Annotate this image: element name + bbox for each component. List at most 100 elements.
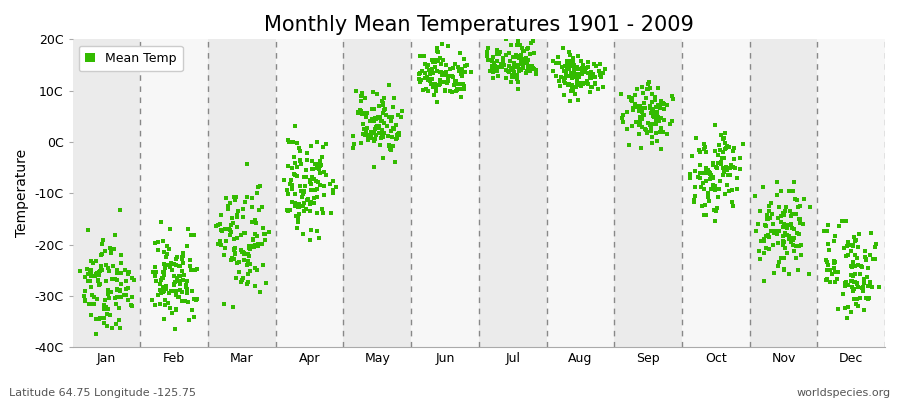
Point [178,298,193,304]
Point [438,78,453,85]
Point [228,250,242,256]
Point [452,68,466,74]
Point [296,231,310,238]
Text: Latitude 64.75 Longitude -125.75: Latitude 64.75 Longitude -125.75 [9,388,196,398]
Point [757,278,771,284]
Point [485,58,500,64]
Point [104,250,118,256]
Point [773,188,788,194]
Point [622,141,636,148]
Point [633,114,647,120]
Point [249,220,264,226]
Point [172,263,186,270]
Point [301,196,315,202]
Point [106,262,121,269]
Point [448,61,463,68]
Point [846,241,860,248]
Point [375,102,390,108]
Point [285,186,300,192]
Point [851,244,866,250]
Point [568,71,582,78]
Point [496,54,510,61]
Point [625,122,639,129]
Point [176,250,191,256]
Point [151,292,166,298]
Point [524,40,538,47]
Point [869,241,884,247]
Point [557,77,572,83]
Point [718,140,733,146]
Point [846,286,860,293]
Point [778,208,792,214]
Point [281,207,295,214]
Point [290,140,304,147]
Point [437,71,452,77]
Point [627,104,642,110]
Point [569,84,583,90]
Point [503,42,517,48]
Point [153,287,167,294]
Point [359,125,374,131]
Point [390,132,404,138]
Point [786,188,800,195]
Point [718,130,733,136]
Point [235,277,249,284]
Point [757,250,771,256]
Point [716,154,730,161]
Point [311,166,326,172]
Point [698,212,713,218]
Point [209,223,223,229]
Point [326,187,340,194]
Point [148,269,163,275]
Point [355,91,369,98]
Point [789,255,804,261]
Point [288,122,302,129]
Point [726,203,741,209]
Point [255,241,269,248]
Point [568,90,582,97]
Point [94,252,108,258]
Point [859,254,873,260]
Point [361,135,375,142]
Point [868,244,882,250]
Point [629,119,643,126]
Point [307,194,321,201]
Point [786,242,800,248]
Point [431,49,446,55]
Point [860,274,874,281]
Point [157,260,171,267]
Point [365,106,380,113]
Point [148,264,163,270]
Point [256,225,270,232]
Point [292,147,307,154]
Point [520,57,535,64]
Point [168,279,183,285]
Point [230,214,244,220]
Point [412,78,427,85]
Point [510,42,525,48]
Point [434,61,448,67]
Point [566,55,580,61]
Bar [750,39,817,347]
Point [757,236,771,242]
Point [166,260,181,267]
Point [296,188,310,194]
Point [355,93,369,99]
Point [301,197,315,203]
Point [511,37,526,44]
Point [707,122,722,128]
Point [850,296,865,302]
Point [845,264,859,271]
Point [718,164,733,170]
Point [782,188,796,194]
Point [411,76,426,82]
Point [360,110,374,116]
Point [148,240,162,246]
Point [776,238,790,244]
Point [558,63,572,70]
Point [490,65,504,71]
Point [572,74,586,80]
Point [500,68,515,74]
Point [698,144,713,150]
Point [514,61,528,68]
